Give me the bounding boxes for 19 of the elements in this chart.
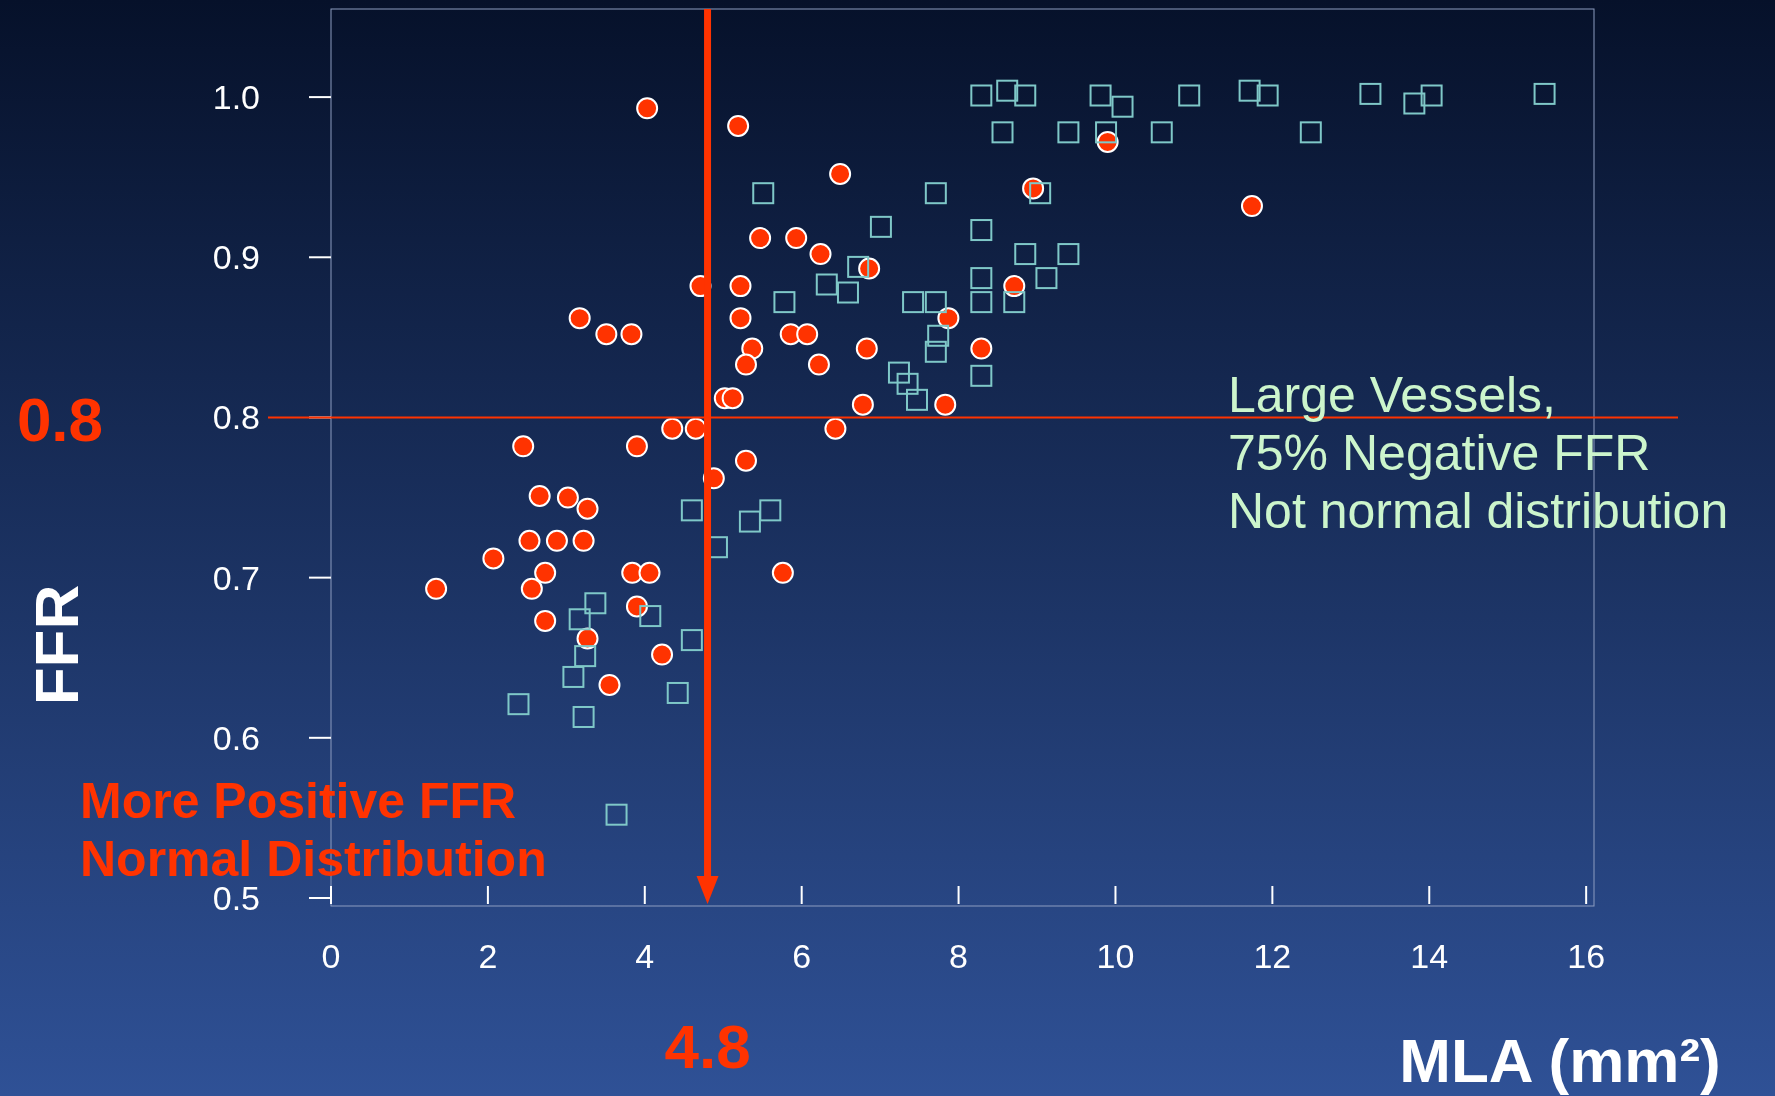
x-tick-label: 2 [478,937,498,975]
x-tick-label: 6 [792,937,812,975]
x-tick-label: 14 [1410,937,1449,975]
x-axis-title: MLA (mm²) [1399,1026,1721,1095]
y-tick-label: 0.9 [212,238,260,277]
y-tick-label: 0.7 [212,558,260,597]
y-tick-label: 0.6 [212,718,260,757]
x-tick-label: 16 [1567,937,1606,975]
ref-line-label: 0.8 [16,385,104,455]
x-tick-label: 12 [1253,937,1292,975]
y-tick-label: 1.0 [212,78,260,117]
x-tick-label: 0 [321,937,341,975]
y-tick-label: 0.8 [212,398,260,437]
y-axis-title: FFR [22,584,91,706]
ref-line-label: 4.8 [664,1012,751,1081]
annotation: Large Vessels, 75% Negative FFR Not normal distribution [1228,367,1729,539]
x-tick-label: 8 [949,937,969,975]
x-tick-label: 4 [635,937,655,975]
x-tick-label: 10 [1096,937,1135,975]
